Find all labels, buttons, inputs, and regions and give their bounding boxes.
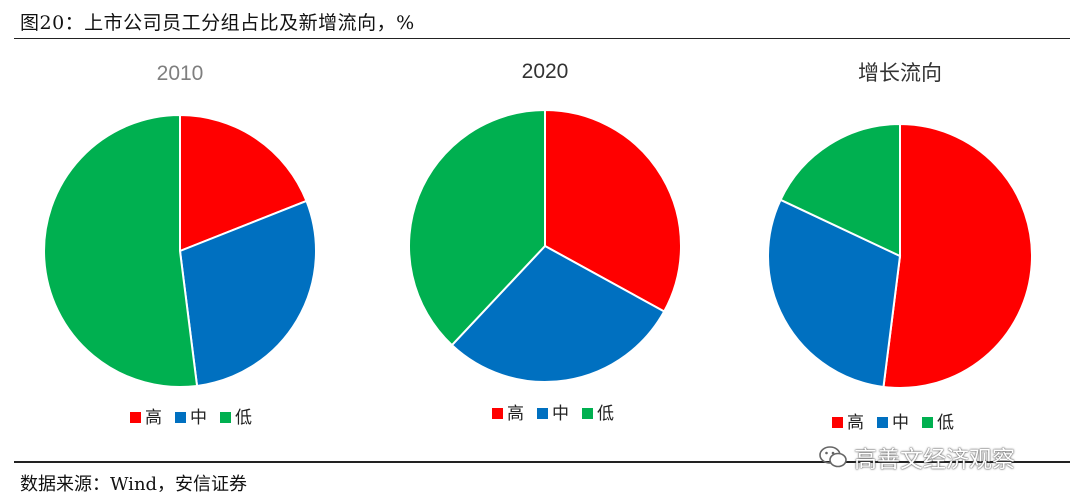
legend-label-mid: 中 [552,404,569,424]
pie-slice-mid [767,198,902,389]
legend-label-high: 高 [507,404,524,424]
legend-label-high: 高 [145,408,162,428]
legend-label-mid: 中 [190,408,207,428]
source-note: 数据来源：Wind，安信证券 [20,474,248,495]
legend-label-mid: 中 [892,413,909,433]
pie-legend: 高中低 [832,413,954,433]
pie-chart-1: 2010 高 中 低 [43,62,317,428]
pie-slice-low [43,113,199,388]
pie-slice-high [179,113,308,253]
pie-slice-mid [178,199,317,388]
figure-title: 图20：上市公司员工分组占比及新增流向，% [20,12,415,34]
legend-swatch-low [220,412,231,423]
watermark: 高善文经济观察 [818,440,1015,474]
pie-slice-high [544,108,682,313]
pie-chart-2: 2020 高 中 低 [408,60,682,424]
legend-label-high: 高 [847,413,864,433]
legend-swatch-low [582,408,593,419]
pie-slice-mid [450,244,666,383]
legend-swatch-high [130,412,141,423]
pie-chart-title: 2020 [522,60,569,83]
pie-legend: 高中低 [130,408,252,428]
legend-swatch-mid [877,417,888,428]
legend-label-low: 低 [235,408,252,428]
bottom-divider [14,461,1070,463]
pie-chart-title: 2010 [157,62,204,85]
pie-slice-high [882,122,1033,389]
legend-label-low: 低 [597,404,614,424]
pie-slice-low [408,108,546,347]
top-divider [14,38,1070,39]
pie-chart-title: 增长流向 [858,62,942,85]
legend-label-low: 低 [937,413,954,433]
legend-swatch-mid [537,408,548,419]
wechat-icon [819,446,847,468]
legend-swatch-mid [175,412,186,423]
legend-swatch-high [832,417,843,428]
legend-swatch-low [922,417,933,428]
watermark-text: 高善文经济观察 [854,447,1015,473]
legend-swatch-high [492,408,503,419]
pie-legend: 高中低 [492,404,614,424]
pie-slice-low [779,122,901,258]
